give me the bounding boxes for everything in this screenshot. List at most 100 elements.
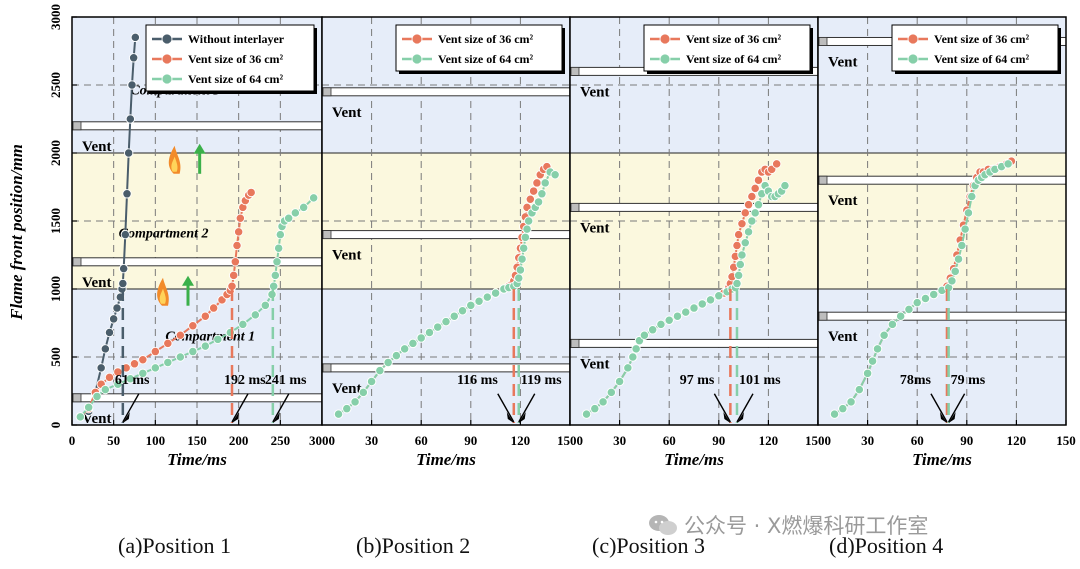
x-tick-label: 0: [69, 433, 76, 448]
data-point: [879, 330, 889, 340]
x-tick-label: 250: [271, 433, 291, 448]
data-point: [829, 409, 840, 419]
legend-entry: Vent size of 64 cm²: [438, 52, 534, 66]
data-point: [648, 325, 658, 335]
data-point: [750, 183, 760, 194]
data-point: [188, 321, 198, 331]
data-point: [656, 319, 666, 330]
vent-cap: [322, 87, 332, 97]
data-point: [104, 372, 115, 383]
annotation-arrow: [272, 393, 290, 423]
legend-entry: Vent size of 64 cm²: [686, 52, 782, 66]
x-tick-label: 60: [663, 433, 676, 448]
data-point: [225, 327, 235, 338]
time-annotation: 79 ms: [951, 373, 986, 388]
data-point: [953, 254, 964, 264]
data-point: [515, 265, 526, 275]
vent-label: Vent: [580, 220, 609, 236]
data-point: [284, 213, 294, 223]
data-point: [138, 355, 148, 365]
data-point: [862, 368, 873, 378]
data-point: [441, 316, 451, 327]
annotation-arrowhead: [272, 412, 280, 423]
data-point: [474, 296, 484, 306]
data-point: [528, 186, 539, 196]
data-point: [780, 180, 790, 191]
legend-entry: Vent size of 36 cm²: [934, 32, 1030, 46]
y-axis-label: Flame front position/mm: [7, 144, 26, 321]
data-point: [957, 240, 967, 251]
vent-cap: [322, 363, 332, 373]
data-point: [772, 159, 782, 169]
data-point: [124, 148, 134, 158]
caption-d: (d)Position 4: [829, 533, 944, 558]
data-point: [540, 178, 550, 188]
flame-core: [171, 156, 178, 172]
up-arrow-head: [182, 275, 194, 286]
vent-label: Vent: [332, 248, 361, 264]
time-annotation: 116 ms: [457, 373, 498, 388]
panel-d: Vent Vent Vent 78ms 79 ms 30 60 90 120 150 Time/ms…: [817, 16, 1076, 469]
legend-box: [395, 24, 563, 72]
time-annotation: 97 ms: [680, 373, 715, 388]
vent-cap: [570, 202, 580, 212]
data-point: [449, 311, 459, 321]
annotation-arrowhead: [506, 412, 514, 423]
data-point: [175, 330, 185, 340]
caption-b: (b)Position 2: [356, 533, 471, 558]
data-point: [129, 53, 139, 63]
data-point: [200, 341, 210, 351]
data-point: [229, 270, 239, 281]
data-point: [250, 310, 260, 320]
panel-c: Vent Vent Vent 97 ms 101 ms 30 60 90 120 1500 Time…: [569, 16, 831, 469]
legend-entry: Vent size of 36 cm²: [438, 32, 534, 46]
data-point: [753, 200, 764, 210]
legend-swatch-marker: [161, 73, 173, 85]
annotation-arrowhead: [736, 412, 744, 423]
series-line: [79, 191, 252, 418]
data-point: [920, 293, 931, 304]
data-point: [163, 357, 173, 368]
vent-cap: [570, 67, 580, 76]
data-point: [150, 363, 160, 373]
data-point: [163, 338, 173, 349]
data-point: [854, 384, 864, 395]
data-point: [681, 307, 691, 317]
vent-label: Vent: [82, 139, 111, 155]
legend-swatch-marker: [907, 33, 919, 45]
x-tick-label: 150: [1056, 433, 1076, 448]
data-point: [416, 333, 426, 343]
data-point: [517, 254, 527, 264]
legend-box: [643, 24, 811, 72]
data-point: [92, 391, 102, 402]
legend: Vent size of 36 cm² Vent size of 64 cm²: [891, 24, 1061, 74]
data-point: [753, 175, 764, 185]
legend-swatch-marker: [411, 33, 423, 45]
annotation-arrow: [497, 393, 515, 423]
x-tick-label: 30: [613, 433, 626, 448]
vent-bar: [321, 230, 571, 240]
data-point: [125, 114, 135, 124]
data-point: [188, 346, 198, 357]
data-point: [631, 344, 641, 354]
legend-swatch-marker: [659, 53, 671, 65]
vent-cap: [570, 338, 580, 348]
x-tick-label: 1500: [557, 433, 583, 448]
annotation-arrowhead: [723, 412, 731, 423]
x-tick-label: 30: [365, 433, 378, 448]
flame-core: [159, 288, 166, 304]
data-point: [750, 208, 760, 218]
legend-entry: Vent size of 36 cm²: [686, 32, 782, 46]
data-point: [366, 376, 377, 387]
vent-label: Vent: [580, 84, 609, 100]
legend-swatch-marker: [411, 53, 423, 65]
data-point: [514, 273, 524, 283]
data-point: [270, 270, 280, 281]
vent-cap: [72, 257, 82, 267]
data-point: [550, 170, 560, 180]
data-point: [872, 344, 883, 354]
data-point: [737, 219, 747, 229]
legend: Vent size of 36 cm² Vent size of 64 cm²: [395, 24, 565, 74]
legend-entry: Vent size of 64 cm²: [934, 52, 1030, 66]
data-point: [391, 350, 402, 361]
